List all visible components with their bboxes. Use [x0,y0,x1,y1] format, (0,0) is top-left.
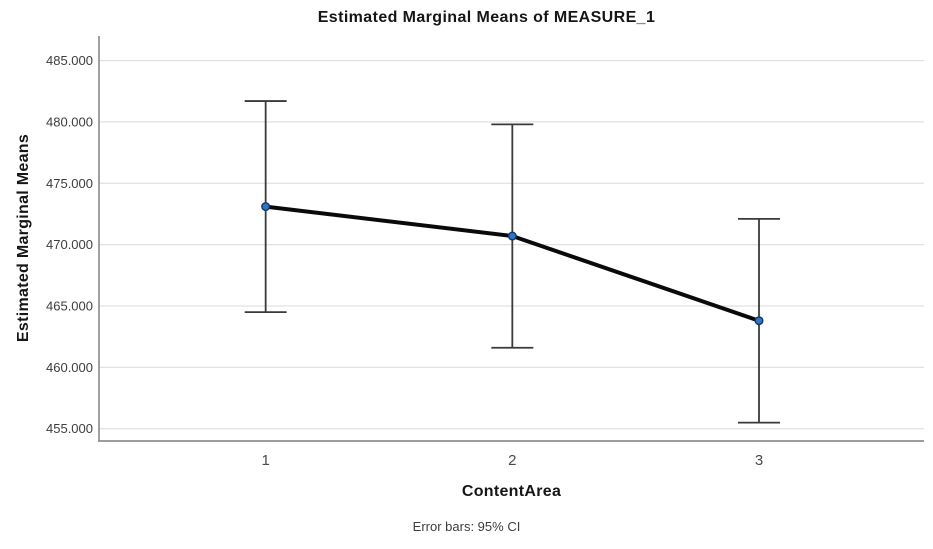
y-tick-label: 485.000 [46,53,93,68]
error-bar-caption: Error bars: 95% CI [412,519,521,534]
y-tick-label: 475.000 [46,176,93,191]
mean-marker [507,231,517,241]
y-tick-label: 480.000 [46,114,93,129]
chart-title: Estimated Marginal Means of MEASURE_1 [317,9,656,26]
y-tick-label: 470.000 [46,237,93,252]
mean-marker [754,316,764,326]
y-tick-label: 460.000 [46,360,93,375]
x-tick-label: 2 [508,452,516,469]
x-tick-label: 1 [261,452,269,469]
x-tick-label: 3 [755,452,763,469]
y-tick-label: 455.000 [46,421,93,436]
x-axis-title: ContentArea [461,483,562,500]
y-tick-label: 465.000 [46,299,93,314]
mean-marker [261,202,271,212]
